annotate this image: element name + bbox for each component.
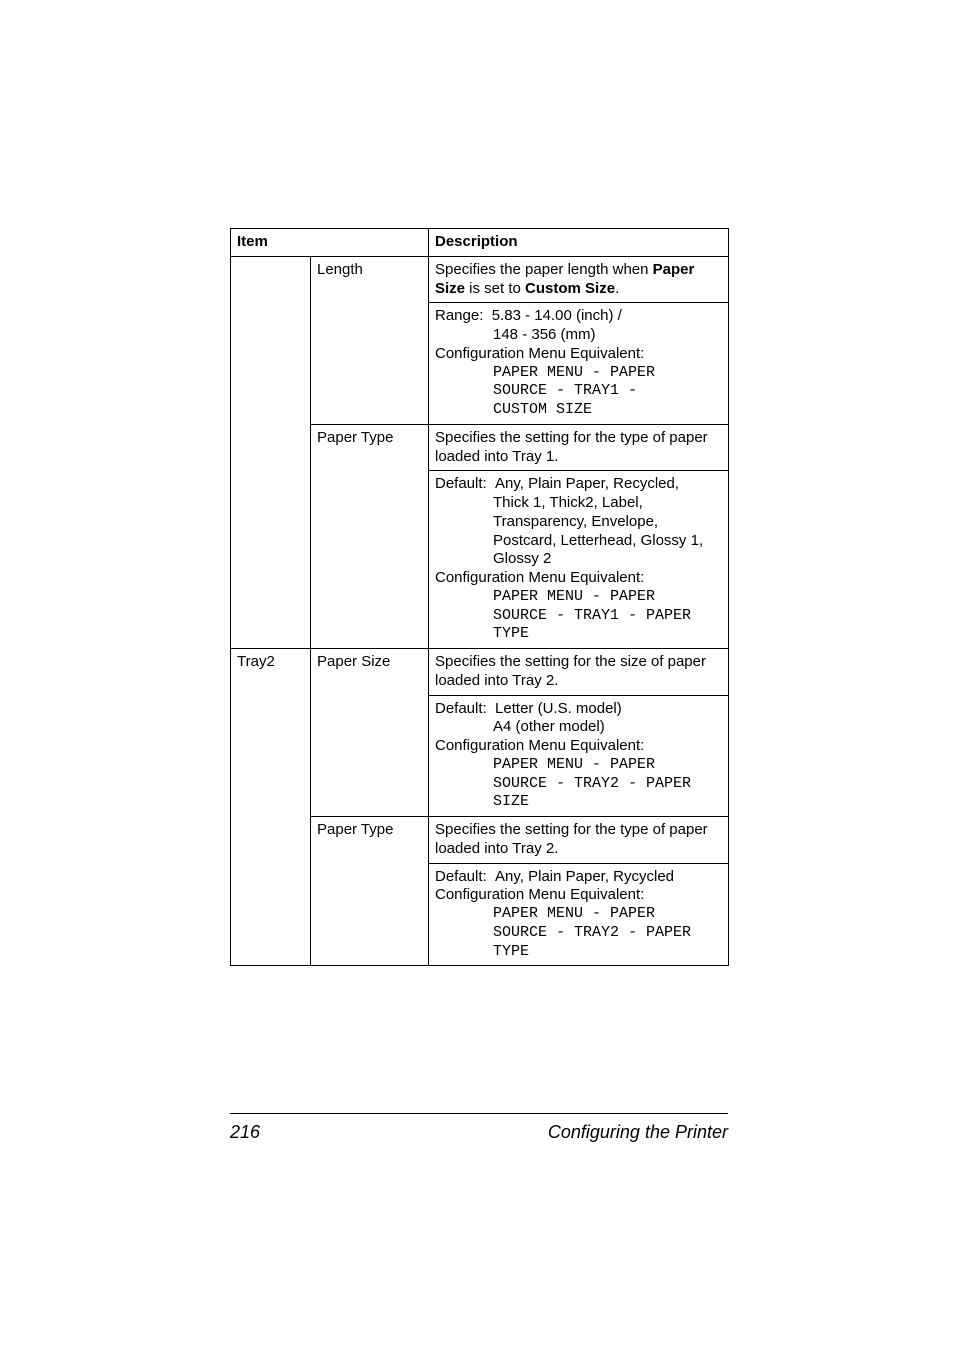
- page-number: 216: [230, 1122, 260, 1143]
- tray2type-label: Paper Type: [311, 817, 429, 966]
- header-item: Item: [231, 229, 429, 257]
- length-label: Length: [311, 256, 429, 424]
- tray2size-cfg-label: Configuration Menu Equivalent:: [435, 737, 644, 754]
- header-description: Description: [429, 229, 729, 257]
- table-header-row: Item Description: [231, 229, 729, 257]
- tray1type-default-val1: Any, Plain Paper, Recycled,: [495, 475, 679, 492]
- settings-table: Item Description Length Specifies the pa…: [230, 228, 729, 966]
- length-details: Range: 5.83 - 14.00 (inch) / 148 - 356 (…: [429, 303, 729, 425]
- content-area: Item Description Length Specifies the pa…: [230, 228, 728, 966]
- tray2-group-label: Tray2: [231, 649, 311, 966]
- tray2type-code3: TYPE: [435, 943, 722, 962]
- tray2type-code1: PAPER MENU - PAPER: [435, 905, 722, 924]
- tray1type-default-val3: Transparency, Envelope,: [435, 513, 722, 532]
- tray2size-default: Default: Letter (U.S. model): [435, 700, 722, 719]
- row-length-1: Length Specifies the paper length when P…: [231, 256, 729, 303]
- tray2type-details: Default: Any, Plain Paper, Rycycled Conf…: [429, 863, 729, 966]
- tray1type-code1: PAPER MENU - PAPER: [435, 588, 722, 607]
- length-cfg-label: Configuration Menu Equivalent:: [435, 345, 644, 362]
- tray2size-code3: SIZE: [435, 793, 722, 812]
- tray2type-default-label: Default:: [435, 868, 487, 885]
- tray2type-default-val1: Any, Plain Paper, Rycycled: [495, 868, 674, 885]
- tray2size-label: Paper Size: [311, 649, 429, 817]
- tray1type-desc: Specifies the setting for the type of pa…: [429, 424, 729, 471]
- tray2size-code1: PAPER MENU - PAPER: [435, 756, 722, 775]
- tray1type-default-val5: Glossy 2: [435, 550, 722, 569]
- length-range-label: Range:: [435, 307, 483, 324]
- tray2size-default-label: Default:: [435, 700, 487, 717]
- tray1type-code2: SOURCE - TRAY1 - PAPER: [435, 607, 722, 626]
- tray2size-desc: Specifies the setting for the size of pa…: [429, 649, 729, 696]
- page: Item Description Length Specifies the pa…: [0, 0, 954, 1350]
- length-code1: PAPER MENU - PAPER: [435, 364, 722, 383]
- tray2type-default: Default: Any, Plain Paper, Rycycled: [435, 868, 722, 887]
- length-desc-bold2: Custom Size: [525, 280, 615, 297]
- tray2size-code2: SOURCE - TRAY2 - PAPER: [435, 775, 722, 794]
- tray1type-label: Paper Type: [311, 424, 429, 648]
- group-blank-cell: [231, 256, 311, 648]
- tray1type-default-label: Default:: [435, 475, 487, 492]
- tray1type-default-val4: Postcard, Letterhead, Glossy 1,: [435, 532, 722, 551]
- row-tray2size-1: Tray2 Paper Size Specifies the setting f…: [231, 649, 729, 696]
- tray2size-details: Default: Letter (U.S. model) A4 (other m…: [429, 695, 729, 817]
- tray2size-default-val1: Letter (U.S. model): [495, 700, 622, 717]
- length-desc-mid: is set to: [465, 280, 525, 297]
- tray1type-cfg-label: Configuration Menu Equivalent:: [435, 569, 644, 586]
- length-range-val1: 5.83 - 14.00 (inch) /: [492, 307, 622, 324]
- length-range: Range: 5.83 - 14.00 (inch) /: [435, 307, 722, 326]
- length-code3: CUSTOM SIZE: [435, 401, 722, 420]
- tray2type-cfg-label: Configuration Menu Equivalent:: [435, 886, 644, 903]
- length-desc: Specifies the paper length when Paper Si…: [429, 256, 729, 303]
- tray1type-code3: TYPE: [435, 625, 722, 644]
- tray2type-code2: SOURCE - TRAY2 - PAPER: [435, 924, 722, 943]
- tray1type-details: Default: Any, Plain Paper, Recycled, Thi…: [429, 471, 729, 649]
- tray1type-default: Default: Any, Plain Paper, Recycled,: [435, 475, 722, 494]
- tray2size-default-val2: A4 (other model): [435, 718, 722, 737]
- length-desc-post: .: [615, 280, 619, 297]
- tray1type-default-val2: Thick 1, Thick2, Label,: [435, 494, 722, 513]
- footer-bar: 216 Configuring the Printer: [230, 1113, 728, 1144]
- footer-title: Configuring the Printer: [548, 1122, 728, 1143]
- length-desc-pre: Specifies the paper length when: [435, 261, 653, 278]
- length-code2: SOURCE - TRAY1 -: [435, 382, 722, 401]
- length-range-val2: 148 - 356 (mm): [435, 326, 722, 345]
- tray2type-desc: Specifies the setting for the type of pa…: [429, 817, 729, 864]
